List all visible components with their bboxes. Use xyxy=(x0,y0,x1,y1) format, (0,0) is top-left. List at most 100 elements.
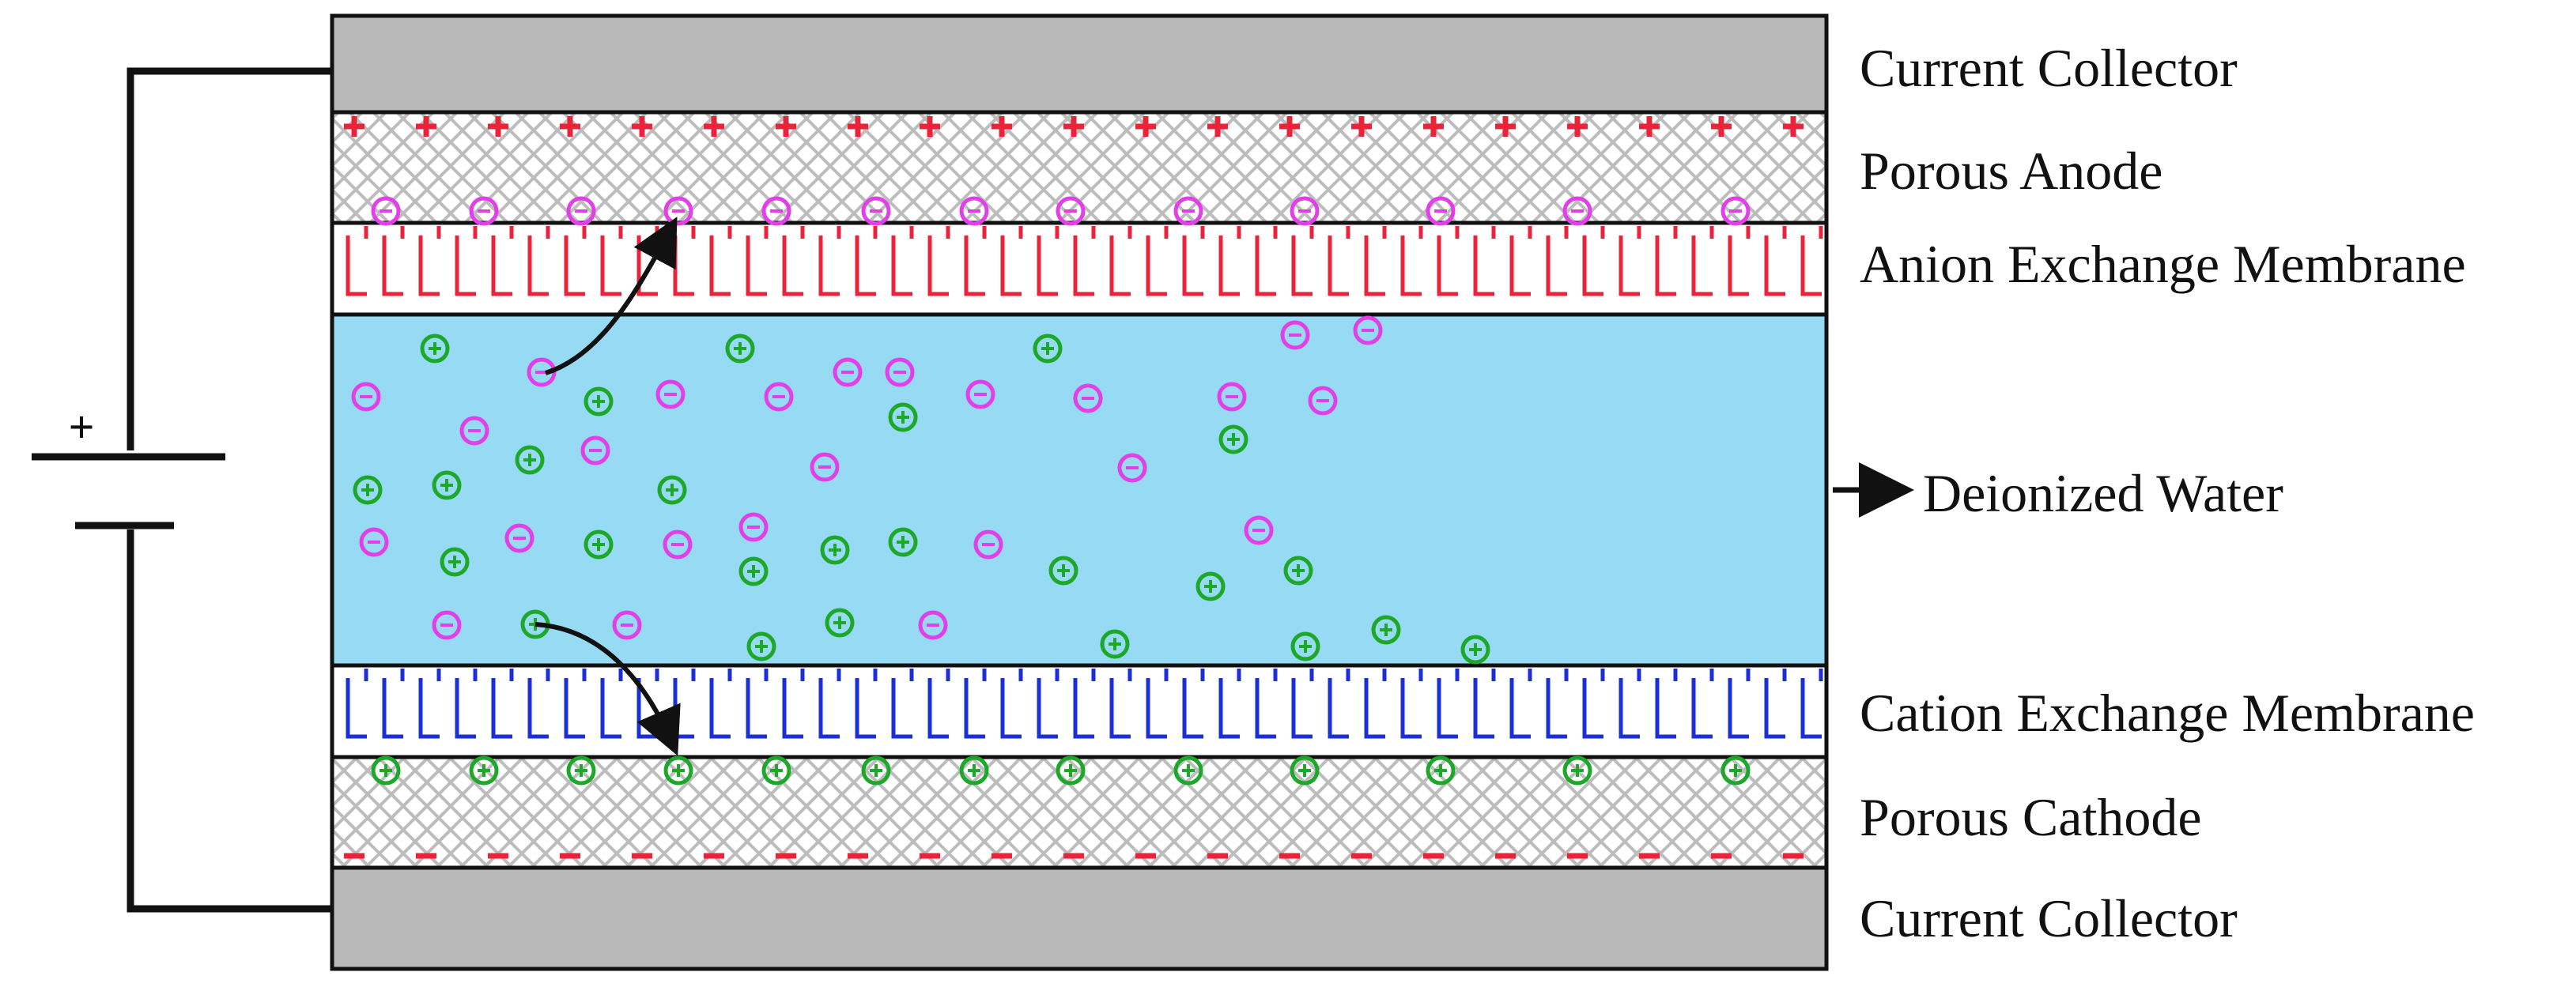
anion-icon xyxy=(885,357,915,387)
positive-charge xyxy=(1351,116,1372,137)
anion-icon xyxy=(861,196,891,226)
cation-icon xyxy=(725,333,755,364)
membrane-tick xyxy=(1437,678,1458,739)
cation-migration-arrow xyxy=(534,622,681,756)
anion-icon xyxy=(1426,196,1456,226)
positive-charge xyxy=(1423,116,1444,137)
membrane-tick xyxy=(1655,678,1676,739)
anion-migration-arrow xyxy=(545,217,678,375)
anion-icon xyxy=(612,610,642,640)
membrane-tick xyxy=(1473,236,1494,296)
membrane-tick xyxy=(1328,678,1349,739)
positive-charge xyxy=(1279,116,1300,137)
membrane-tick xyxy=(1400,236,1422,296)
label-anion-exchange-membrane: Anion Exchange Membrane xyxy=(1860,234,2466,294)
label-deionized-water: Deionized Water xyxy=(1923,463,2283,523)
membrane-tick xyxy=(527,236,549,296)
membrane-tick xyxy=(1255,678,1276,739)
cation-icon xyxy=(825,608,855,638)
membrane-tick xyxy=(1291,236,1313,296)
cation-icon xyxy=(1562,755,1592,786)
cation-icon xyxy=(1100,629,1130,659)
cation-icon xyxy=(1290,755,1320,786)
anion-icon xyxy=(764,382,794,412)
membrane-tick xyxy=(891,678,912,739)
membrane-tick xyxy=(1291,678,1313,739)
membrane-tick xyxy=(1000,678,1022,739)
membrane-tick xyxy=(1400,678,1422,739)
membrane-tick xyxy=(1255,236,1276,296)
cation-icon xyxy=(861,755,891,786)
cation-icon xyxy=(566,755,596,786)
positive-charge xyxy=(1639,116,1660,137)
anion-icon xyxy=(918,610,948,640)
membrane-tick xyxy=(1546,678,1567,739)
cation-icon xyxy=(515,445,545,475)
membrane-tick xyxy=(964,678,985,739)
anion-icon xyxy=(1217,382,1247,412)
anion-icon xyxy=(655,379,686,409)
cation-icon xyxy=(888,402,918,432)
cation-icon xyxy=(1283,556,1313,586)
cation-icon xyxy=(820,535,850,565)
anion-icon xyxy=(1173,196,1203,226)
anion-icon xyxy=(469,196,499,226)
label-cation-exchange-membrane: Cation Exchange Membrane xyxy=(1860,683,2475,743)
membrane-tick xyxy=(1764,236,1785,296)
cation-icon xyxy=(469,755,499,786)
membrane-tick xyxy=(1000,236,1022,296)
anion-icon xyxy=(1353,315,1383,345)
anion-icon xyxy=(351,382,381,412)
membrane-tick xyxy=(1437,236,1458,296)
membrane-tick xyxy=(891,236,912,296)
cation-icon xyxy=(1371,615,1401,645)
water-channel xyxy=(330,312,1829,668)
positive-charge xyxy=(1783,116,1804,137)
anion-icon xyxy=(432,610,462,640)
anion-icon xyxy=(973,529,1003,560)
membrane-tick xyxy=(1146,236,1167,296)
cation-icon xyxy=(440,547,470,577)
anion-icon xyxy=(1056,196,1086,226)
membrane-tick xyxy=(1582,236,1603,296)
circuit xyxy=(32,67,332,913)
anion-icon xyxy=(663,196,693,226)
cation-icon xyxy=(432,470,462,500)
membrane-tick xyxy=(455,236,476,296)
membrane-tick xyxy=(1582,678,1603,739)
cation-icon xyxy=(353,475,383,505)
membrane-tick xyxy=(600,236,621,296)
positive-charge xyxy=(920,116,940,137)
anion-icon xyxy=(1290,196,1320,226)
positive-charge xyxy=(344,116,364,137)
membrane-tick xyxy=(1109,678,1131,739)
anion-icon xyxy=(1117,453,1147,483)
label-porous-cathode: Porous Cathode xyxy=(1860,787,2202,847)
membrane-tick xyxy=(1037,678,1058,739)
wire-top xyxy=(127,67,332,450)
membrane-tick xyxy=(527,678,549,739)
membrane-tick xyxy=(964,236,985,296)
cation-icon xyxy=(1460,635,1490,665)
cation-icon xyxy=(1048,556,1078,586)
anion-icon xyxy=(359,527,389,557)
membrane-tick xyxy=(1037,236,1058,296)
membrane-tick xyxy=(855,236,876,296)
membrane-tick xyxy=(1473,678,1494,739)
anion-icon xyxy=(1244,515,1274,545)
membrane-tick xyxy=(746,678,767,739)
battery-plus-label: + xyxy=(68,401,94,453)
cation-icon xyxy=(1218,424,1248,454)
membrane-tick xyxy=(564,236,585,296)
membrane-tick xyxy=(782,678,803,739)
positive-charge xyxy=(991,116,1012,137)
current-collector-bottom xyxy=(330,865,1829,971)
membrane-tick xyxy=(418,236,440,296)
membrane-tick xyxy=(1800,236,1822,296)
anion-exchange-membrane xyxy=(330,220,1829,317)
positive-charge xyxy=(704,116,724,137)
anion-icon xyxy=(1308,386,1338,416)
anion-icon xyxy=(566,196,596,226)
anion-icon xyxy=(459,416,489,446)
